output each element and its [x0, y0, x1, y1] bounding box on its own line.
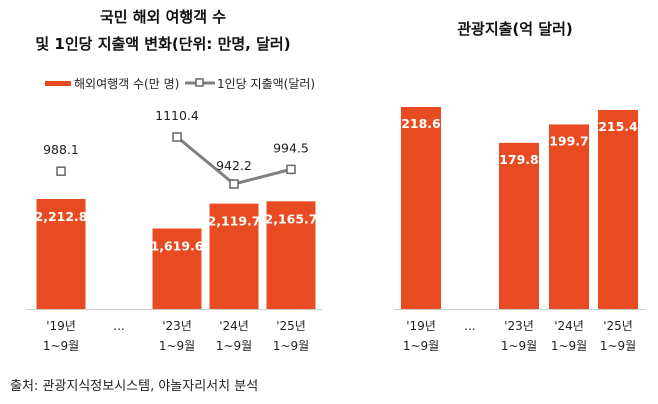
- right-bar-2: [499, 142, 539, 309]
- left-bar-3: [209, 203, 259, 309]
- right-bar-label-4: 215.4: [598, 119, 638, 134]
- left-bar-label-4: 2,165.7: [265, 211, 318, 226]
- legend-label-line: 1인당 지출액(달러): [217, 77, 315, 91]
- left-line-label-3: 942.2: [216, 158, 252, 173]
- right-x-tick-sub-0: 1~9월: [403, 339, 439, 353]
- source-note: 출처: 관광지식정보시스템, 야놀자리서치 분석: [10, 379, 258, 394]
- legend-label-bar: 해외여행객 수(만 명): [74, 76, 179, 91]
- left-line-label-2: 1110.4: [155, 108, 199, 123]
- right-x-tick-sub-2: 1~9월: [501, 339, 537, 353]
- right-x-tick-1: ...: [464, 319, 475, 333]
- left-bar-label-3: 2,119.7: [208, 214, 261, 229]
- left-x-tick-0: '19년: [46, 319, 76, 333]
- right-bar-0: [401, 107, 441, 309]
- left-bar-label-2: 1,619.6: [151, 238, 204, 253]
- left-x-tick-4: '25년: [276, 319, 306, 333]
- left-line-point-0: [56, 166, 66, 176]
- left-x-tick-3: '24년: [219, 319, 249, 333]
- right-x-tick-sub-4: 1~9월: [600, 339, 636, 353]
- left-line-point-3: [229, 179, 239, 189]
- left-x-tick-sub-3: 1~9월: [216, 339, 252, 353]
- left-bar-0: [36, 199, 86, 309]
- left-x-tick-sub-2: 1~9월: [159, 339, 195, 353]
- left-x-tick-sub-4: 1~9월: [273, 339, 309, 353]
- right-bar-label-0: 218.6: [401, 116, 441, 131]
- right-x-tick-4: '25년: [603, 319, 633, 333]
- right-bar-3: [549, 124, 589, 309]
- left-line-point-4: [286, 164, 296, 175]
- right-x-tick-0: '19년: [406, 319, 436, 333]
- left-chart-title-line2: 및 1인당 지출액 변화(단위: 만명, 달러): [35, 35, 290, 53]
- left-line-label-4: 994.5: [273, 140, 309, 155]
- right-chart-title: 관광지출(억 달러): [457, 20, 573, 38]
- left-bar-2: [152, 228, 202, 309]
- left-line-label-0: 988.1: [43, 142, 79, 157]
- right-x-tick-2: '23년: [504, 319, 534, 333]
- left-x-tick-1: ...: [113, 319, 124, 333]
- left-x-tick-sub-0: 1~9월: [43, 339, 79, 353]
- left-line-point-2: [172, 132, 182, 142]
- legend: 해외여행객 수(만 명) 1인당 지출액(달러): [45, 76, 315, 91]
- left-bar-4: [266, 201, 316, 309]
- right-bar-label-2: 179.8: [499, 152, 539, 167]
- left-bar-label-0: 2,212.8: [35, 209, 88, 224]
- right-x-tick-3: '24년: [554, 319, 584, 333]
- left-x-tick-2: '23년: [162, 319, 192, 333]
- right-bar-4: [598, 109, 638, 309]
- legend-marker-square: [195, 78, 204, 87]
- legend-swatch-bar: [45, 81, 71, 86]
- right-bar-label-3: 199.7: [549, 133, 589, 148]
- left-chart-title-line1: 국민 해외 여행객 수: [100, 8, 226, 26]
- right-x-tick-sub-3: 1~9월: [551, 339, 587, 353]
